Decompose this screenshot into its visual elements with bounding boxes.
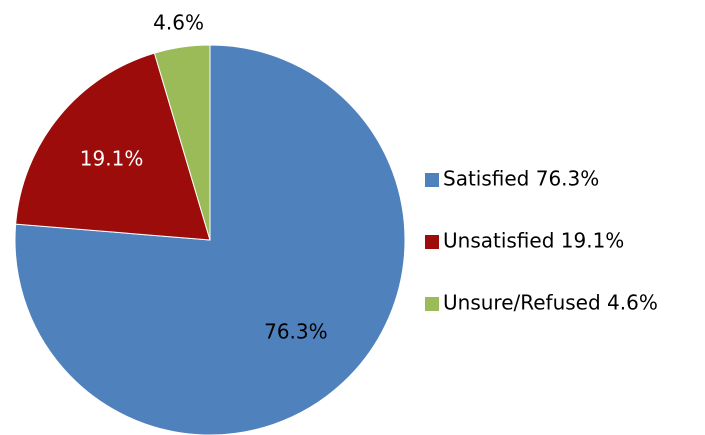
pie-slice: [14, 44, 406, 435]
pie-slice: [153, 44, 211, 241]
legend-label: Satisfied 76.3%: [443, 167, 599, 191]
data-label: 76.3%: [264, 320, 328, 344]
data-label: 19.1%: [80, 147, 144, 171]
legend-swatch: [425, 297, 439, 311]
legend-swatch: [425, 235, 439, 249]
legend-label: Unsure/Refused 4.6%: [443, 291, 658, 315]
data-label: 4.6%: [153, 10, 204, 34]
legend-label: Unsatisfied 19.1%: [443, 229, 624, 253]
pie-slice: [15, 52, 211, 241]
legend-swatch: [425, 173, 439, 187]
